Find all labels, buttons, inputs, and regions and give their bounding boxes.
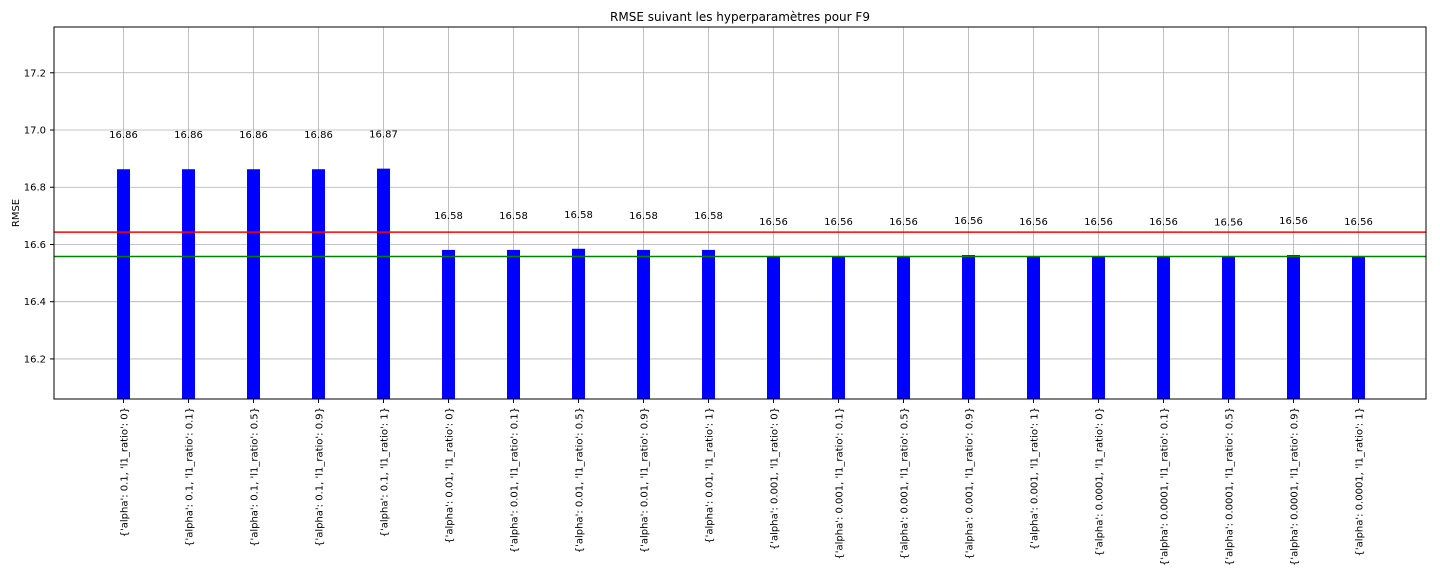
y-tick-label: 16.8 [24,183,46,194]
y-tick-label: 16.2 [24,354,46,365]
bar [507,249,520,399]
bar [1352,256,1365,399]
bar [897,256,910,399]
bar [832,256,845,399]
data-label: 16.86 [109,130,138,141]
data-label: 16.56 [824,217,853,228]
bar [702,249,715,399]
x-tick-label: {'alpha': 0.001, 'l1_ratio': 0} [770,407,781,550]
y-tick-label: 17.0 [24,126,46,137]
x-tick-label: {'alpha': 0.0001, 'l1_ratio': 0.9} [1290,407,1301,566]
data-label: 16.86 [174,130,203,141]
data-labels: 16.86 16.86 16.86 16.86 16.87 16.58 16.58 16.58… [109,130,1373,229]
data-label: 16.56 [1279,216,1308,227]
data-label: 16.56 [1149,217,1178,228]
bar [442,249,455,399]
bar [637,249,650,399]
data-label: 16.86 [239,130,268,141]
y-tick-label: 17.2 [24,68,46,79]
y-axis-ticks: 16.2 16.4 16.6 16.8 17.0 17.2 [24,68,54,365]
bars-layer [117,168,1365,399]
x-tick-label: {'alpha': 0.001, 'l1_ratio': 0.5} [900,407,911,560]
x-tick-label: {'alpha': 0.01, 'l1_ratio': 0.9} [640,407,651,553]
data-label: 16.58 [694,211,723,222]
y-axis-label: RMSE [11,199,22,227]
x-tick-label: {'alpha': 0.0001, 'l1_ratio': 0.1} [1160,407,1171,566]
x-tick-label: {'alpha': 0.0001, 'l1_ratio': 0} [1095,407,1106,556]
bar [962,255,975,399]
x-tick-label: {'alpha': 0.1, 'l1_ratio': 0.5} [250,407,261,547]
x-tick-label: {'alpha': 0.001, 'l1_ratio': 0.9} [965,407,976,560]
data-label: 16.56 [1019,217,1048,228]
data-label: 16.56 [889,217,918,228]
y-tick-label: 16.6 [24,240,46,251]
bar [377,168,390,399]
bar [117,169,130,399]
bar [1027,256,1040,399]
bar [1092,256,1105,399]
bar [1222,256,1235,399]
bar [572,248,585,399]
data-label: 16.86 [304,130,333,141]
x-tick-label: {'alpha': 0.01, 'l1_ratio': 0} [445,407,456,544]
x-tick-label: {'alpha': 0.1, 'l1_ratio': 0.1} [185,407,196,547]
data-label: 16.56 [954,216,983,227]
data-label: 16.56 [1084,217,1113,228]
data-label: 16.58 [434,211,463,222]
data-label: 16.58 [629,211,658,222]
data-label: 16.56 [759,217,788,228]
x-tick-label: {'alpha': 0.01, 'l1_ratio': 0.5} [575,407,586,553]
chart-title: RMSE suivant les hyperparamètres pour F9 [610,10,870,24]
data-label: 16.87 [369,130,398,141]
x-tick-label: {'alpha': 0.001, 'l1_ratio': 0.1} [835,407,846,560]
x-tick-label: {'alpha': 0.1, 'l1_ratio': 0.9} [315,407,326,547]
bar [312,169,325,399]
y-tick-label: 16.4 [24,297,46,308]
data-label: 16.56 [1214,217,1243,228]
bar [1287,255,1300,399]
x-tick-label: {'alpha': 0.1, 'l1_ratio': 0} [120,407,131,537]
bar [182,169,195,399]
plot-frame [53,26,1427,400]
x-tick-label: {'alpha': 0.001, 'l1_ratio': 1} [1030,407,1041,550]
x-axis-ticks: {'alpha': 0.1, 'l1_ratio': 0} {'alpha': 0… [120,399,1366,566]
x-tick-label: {'alpha': 0.1, 'l1_ratio': 1} [380,407,391,537]
bar [767,256,780,399]
data-label: 16.56 [1344,217,1373,228]
data-label: 16.58 [499,211,528,222]
x-tick-label: {'alpha': 0.01, 'l1_ratio': 1} [705,407,716,544]
data-label: 16.58 [564,210,593,221]
x-tick-label: {'alpha': 0.01, 'l1_ratio': 0.1} [510,407,521,553]
bar [1157,256,1170,399]
x-tick-label: {'alpha': 0.0001, 'l1_ratio': 1} [1355,407,1366,556]
reference-lines [54,231,1426,258]
bar [247,169,260,399]
x-tick-label: {'alpha': 0.0001, 'l1_ratio': 0.5} [1225,407,1236,566]
